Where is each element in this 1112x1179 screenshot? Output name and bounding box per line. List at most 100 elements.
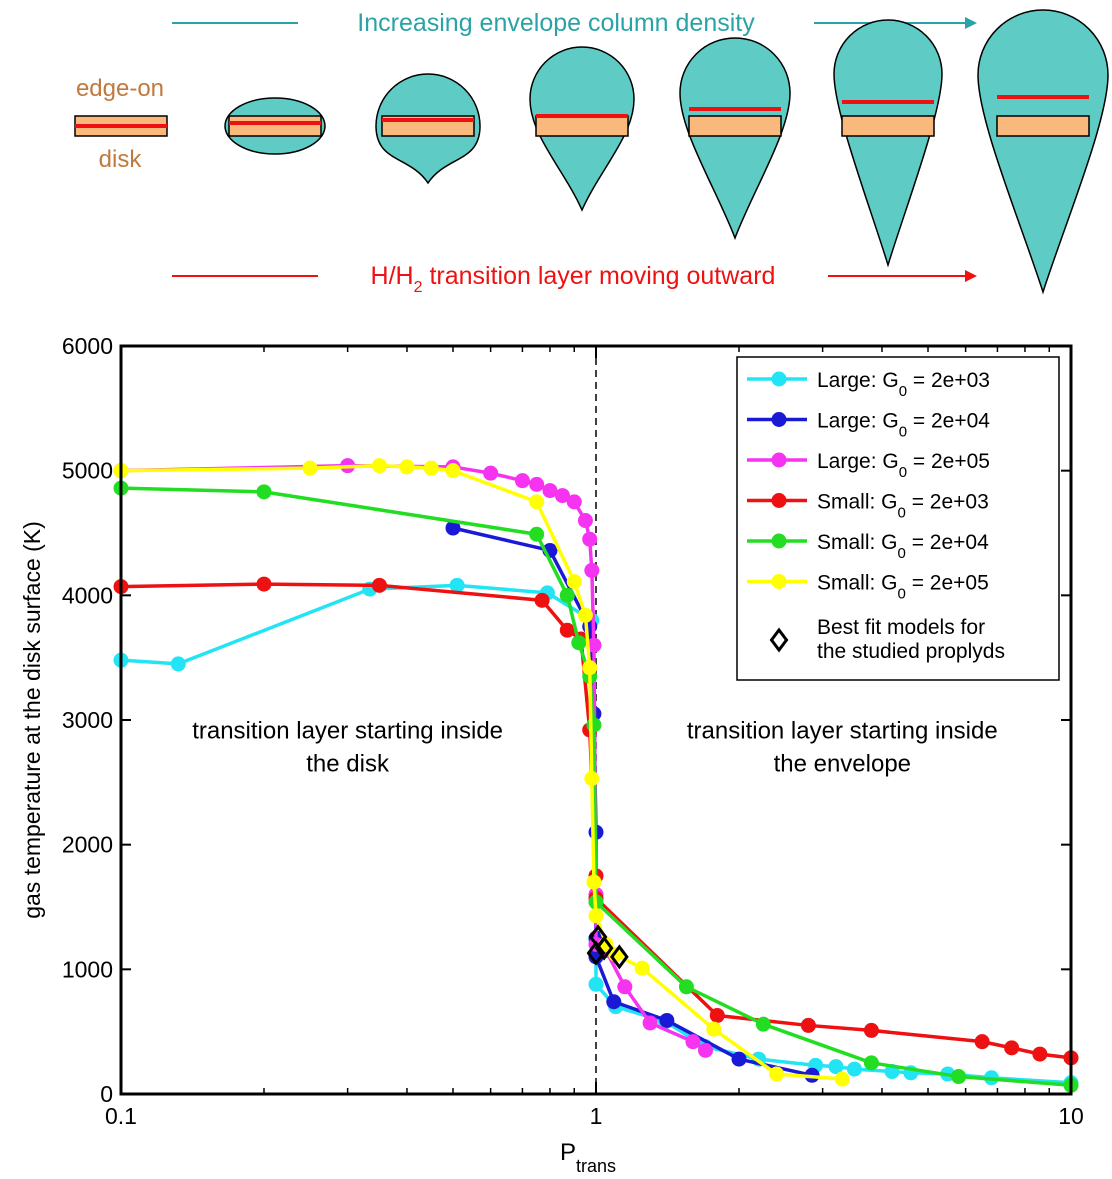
- disk: [688, 115, 782, 137]
- marker: [445, 463, 461, 479]
- marker: [582, 660, 598, 676]
- marker: [577, 607, 593, 623]
- marker: [529, 526, 545, 542]
- marker: [771, 533, 787, 549]
- legend-text: Small: G: [817, 572, 898, 595]
- series-line: [120, 463, 843, 1081]
- y-tick-label: 2000: [62, 832, 113, 858]
- marker: [588, 908, 604, 924]
- legend-text: = 2e+03: [907, 369, 990, 392]
- y-tick-label: 6000: [62, 333, 113, 359]
- marker: [571, 635, 587, 651]
- axis-label-subscript: trans: [576, 1156, 616, 1176]
- marker: [170, 656, 186, 672]
- marker: [769, 627, 789, 653]
- marker: [566, 574, 582, 590]
- marker: [529, 494, 545, 510]
- legend-label: Small: G0 = 2e+03: [817, 491, 989, 522]
- marker: [566, 494, 582, 510]
- marker: [606, 994, 622, 1010]
- marker: [697, 1042, 713, 1058]
- marker: [586, 874, 602, 890]
- marker: [423, 460, 439, 476]
- marker: [828, 1059, 844, 1075]
- envelope: [833, 19, 943, 268]
- marker: [706, 1021, 722, 1037]
- legend-label: Large: G0 = 2e+05: [817, 450, 990, 481]
- legend-text: Large: G: [817, 450, 899, 473]
- legend-frame: [736, 356, 1060, 681]
- legend-text: Large: G: [817, 369, 899, 392]
- marker: [800, 1017, 816, 1033]
- legend-subscript: 0: [898, 586, 906, 603]
- marker: [731, 1051, 747, 1067]
- legend-label: Large: G0 = 2e+03: [817, 369, 990, 400]
- arrow-label: H/H2 transition layer moving outward: [371, 262, 776, 296]
- diagram: Increasing envelope column density edge-…: [74, 9, 1109, 296]
- annotation: the envelope: [774, 750, 911, 777]
- marker: [256, 576, 272, 592]
- marker: [559, 587, 575, 603]
- marker: [771, 452, 787, 468]
- marker: [584, 562, 600, 578]
- marker: [559, 622, 575, 638]
- disk-label: edge-on: [76, 75, 164, 102]
- marker: [1032, 1046, 1048, 1062]
- envelope: [679, 37, 791, 241]
- annotation: transition layer starting inside: [687, 717, 998, 744]
- envelope: [977, 9, 1109, 295]
- marker: [399, 459, 415, 475]
- label-part: H/H: [371, 262, 414, 290]
- marker: [771, 371, 787, 387]
- marker: [586, 717, 602, 733]
- marker: [371, 458, 387, 474]
- marker: [542, 483, 558, 499]
- marker: [514, 473, 530, 489]
- axis-label-text: P: [560, 1139, 576, 1166]
- legend-subscript: 0: [899, 464, 907, 481]
- legend-label: Large: G0 = 2e+04: [817, 410, 990, 441]
- disk: [228, 115, 322, 137]
- marker: [769, 1066, 785, 1082]
- marker: [371, 577, 387, 593]
- chart: 0 1000 2000 3000 4000 5000 6000 0.1 1 10 transitio…: [19, 333, 1084, 1176]
- x-tick-label: 10: [1058, 1103, 1084, 1129]
- marker: [534, 592, 550, 608]
- marker: [863, 1022, 879, 1038]
- legend-text: Small: G: [817, 531, 898, 554]
- y-tick-label: 0: [100, 1081, 113, 1107]
- marker: [685, 1034, 701, 1050]
- marker: [771, 412, 787, 427]
- marker: [483, 465, 499, 481]
- marker: [863, 1055, 879, 1071]
- marker: [1004, 1040, 1020, 1056]
- annotation: the disk: [306, 750, 390, 777]
- legend-text: = 2e+03: [906, 491, 989, 514]
- x-axis-label: Ptrans: [560, 1139, 616, 1176]
- disk: [535, 115, 629, 137]
- disk: [996, 115, 1090, 137]
- x-tick-label: 0.1: [105, 1103, 137, 1129]
- marker: [445, 520, 461, 536]
- legend-label: Small: G0 = 2e+05: [817, 572, 989, 603]
- marker: [642, 1015, 658, 1031]
- marker: [449, 577, 465, 593]
- marker: [529, 476, 545, 492]
- marker: [610, 944, 629, 970]
- y-axis-label: gas temperature at the disk surface (K): [19, 521, 45, 919]
- marker: [951, 1069, 967, 1085]
- marker: [678, 979, 694, 995]
- legend-text: = 2e+05: [906, 572, 989, 595]
- marker: [256, 484, 272, 500]
- axes-frame: [119, 344, 1073, 1096]
- marker: [586, 940, 606, 966]
- legend-text: = 2e+05: [907, 450, 990, 473]
- marker: [771, 493, 787, 508]
- legend-text: = 2e+04: [907, 410, 990, 433]
- marker: [594, 935, 614, 961]
- disk-label: disk: [99, 146, 143, 173]
- legend-text: Small: G: [817, 491, 898, 514]
- legend-label: Best fit models for: [817, 616, 985, 639]
